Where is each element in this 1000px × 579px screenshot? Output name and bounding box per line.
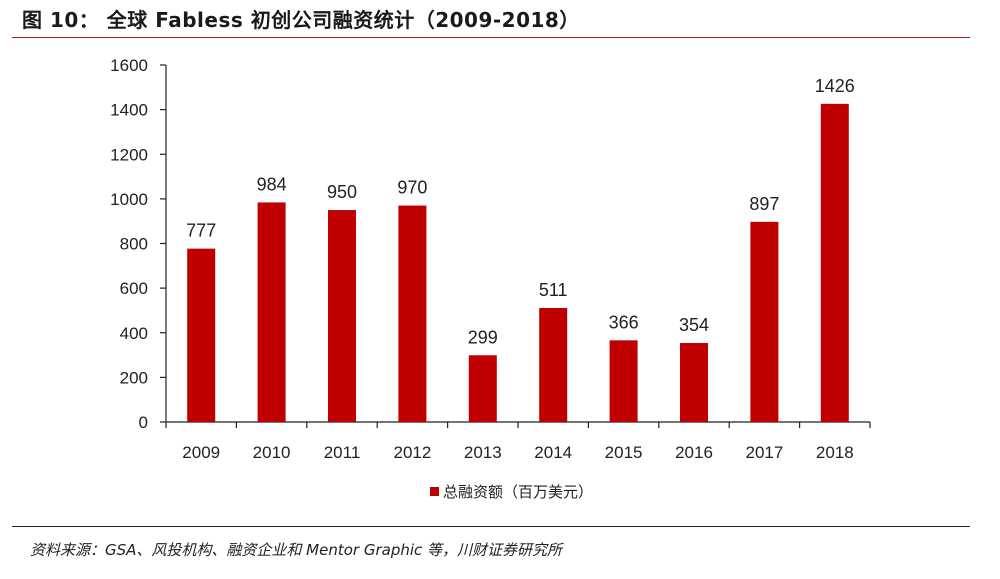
- bar-2009: [187, 248, 216, 422]
- y-tick-label: 1400: [110, 101, 148, 120]
- bar-2013: [468, 355, 497, 422]
- title-divider: [12, 37, 970, 38]
- y-tick-label: 1600: [110, 56, 148, 75]
- y-tick-label: 0: [139, 413, 148, 432]
- x-tick-label-2009: 2009: [182, 443, 220, 462]
- bar-2010: [257, 202, 286, 422]
- figure-title: 图 10： 全球 Fabless 初创公司融资统计（2009-2018）: [22, 8, 580, 32]
- bar-2017: [750, 221, 779, 422]
- x-tick-label-2014: 2014: [534, 443, 572, 462]
- y-tick-label: 600: [120, 279, 148, 298]
- data-label-2011: 950: [327, 182, 357, 202]
- y-tick-label: 200: [120, 368, 148, 387]
- y-tick-label: 1000: [110, 190, 148, 209]
- data-label-2009: 777: [186, 221, 216, 241]
- data-label-2015: 366: [609, 312, 639, 332]
- y-tick-label: 1200: [110, 145, 148, 164]
- bar-2012: [398, 205, 427, 422]
- legend-swatch: [430, 487, 439, 496]
- footer-divider: [12, 526, 970, 527]
- x-tick-label-2015: 2015: [605, 443, 643, 462]
- bar-2015: [609, 340, 638, 422]
- y-tick-label: 800: [120, 235, 148, 254]
- x-tick-label-2016: 2016: [675, 443, 713, 462]
- source-note: 资料来源：GSA、风投机构、融资企业和 Mentor Graphic 等，川财证…: [30, 541, 563, 559]
- data-label-2010: 984: [257, 174, 287, 194]
- x-tick-label-2018: 2018: [816, 443, 854, 462]
- data-label-2017: 897: [749, 194, 779, 214]
- bar-2011: [328, 210, 356, 422]
- bar-2014: [539, 307, 568, 422]
- data-label-2012: 970: [397, 178, 427, 198]
- legend-label: 总融资额（百万美元）: [443, 483, 593, 501]
- data-label-2014: 511: [539, 280, 568, 300]
- data-label-2013: 299: [468, 327, 498, 347]
- x-tick-label-2013: 2013: [464, 443, 502, 462]
- x-tick-label-2011: 2011: [324, 443, 361, 462]
- x-tick-label-2012: 2012: [393, 443, 431, 462]
- y-tick-label: 400: [120, 324, 148, 343]
- bar-2018: [820, 103, 849, 422]
- data-label-2018: 1426: [815, 76, 855, 96]
- data-label-2016: 354: [679, 315, 709, 335]
- x-tick-label-2017: 2017: [745, 443, 783, 462]
- x-tick-label-2010: 2010: [253, 443, 291, 462]
- bar-2016: [680, 343, 708, 422]
